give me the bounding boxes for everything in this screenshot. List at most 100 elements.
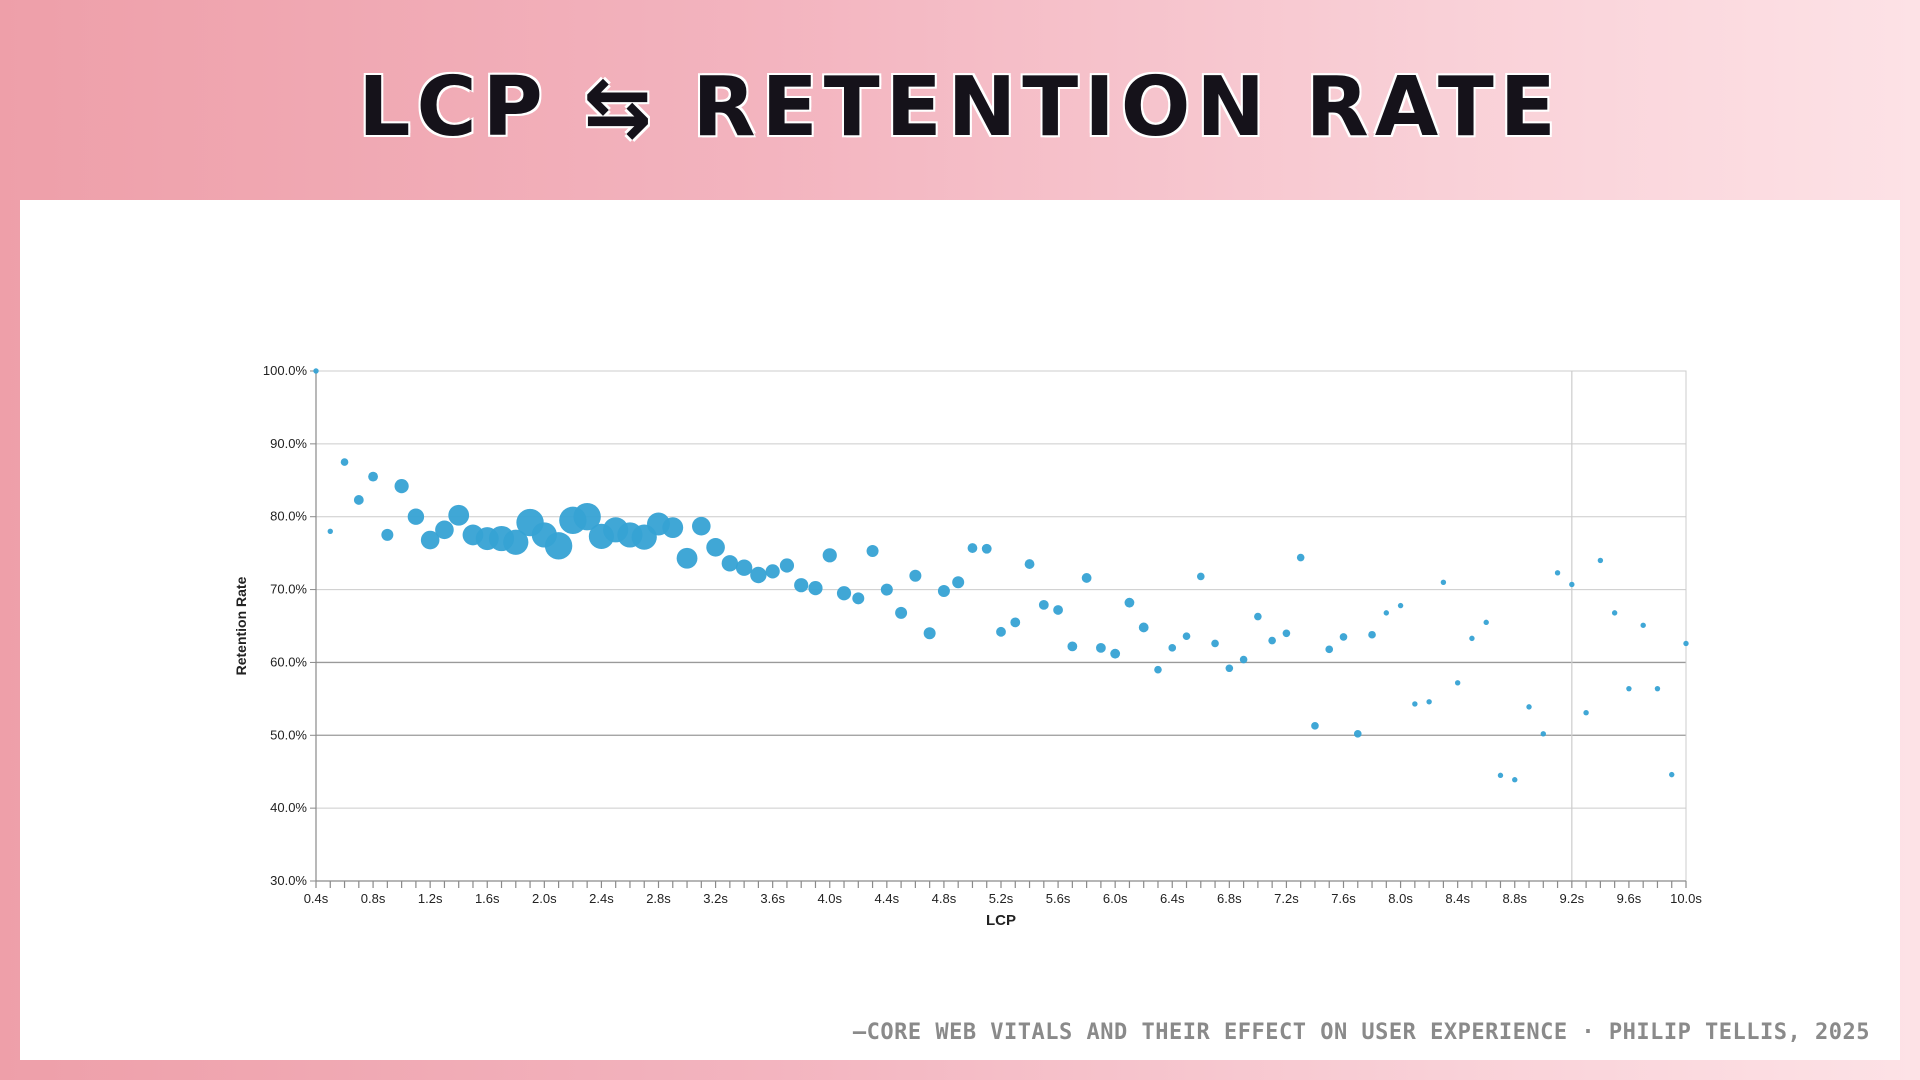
data-point (808, 581, 823, 596)
data-point (1339, 633, 1348, 641)
data-point (448, 504, 470, 526)
data-point (1154, 665, 1162, 674)
data-point (1168, 644, 1177, 652)
y-tick-label: 100.0% (263, 363, 308, 378)
data-point (1311, 722, 1319, 730)
x-tick-label: 4.0s (817, 891, 842, 906)
data-point (1540, 731, 1546, 737)
data-point (1254, 612, 1262, 621)
x-tick-label: 6.4s (1160, 891, 1185, 906)
data-point (937, 585, 950, 598)
data-point (407, 508, 425, 525)
data-point (1211, 639, 1219, 648)
data-point (420, 530, 440, 550)
data-point (368, 471, 378, 482)
y-tick-label: 30.0% (270, 873, 307, 888)
data-point (676, 547, 698, 569)
data-point (503, 529, 529, 555)
data-point (1626, 685, 1632, 692)
data-point (1138, 622, 1149, 633)
data-point (692, 516, 711, 536)
data-point (852, 592, 865, 605)
x-tick-label: 1.6s (475, 891, 500, 906)
y-tick-label: 50.0% (270, 727, 307, 742)
data-point (779, 558, 795, 573)
y-axis-title: Retention Rate (233, 576, 249, 675)
data-point (706, 538, 725, 557)
slide-title: LCP ⇆ RETENTION RATE (358, 60, 1562, 155)
data-point (544, 532, 573, 560)
data-point (967, 543, 978, 553)
x-tick-label: 3.2s (703, 891, 728, 906)
data-point (381, 528, 394, 541)
data-point (1053, 605, 1063, 615)
data-point (1597, 557, 1604, 564)
y-tick-label: 80.0% (270, 509, 307, 524)
data-point (1296, 553, 1305, 562)
data-point (836, 586, 852, 601)
x-tick-label: 6.0s (1103, 891, 1128, 906)
data-point (822, 548, 837, 563)
data-point (1095, 642, 1106, 653)
data-point (1397, 602, 1404, 609)
data-point (1412, 701, 1418, 707)
data-point (340, 458, 349, 466)
data-point (1282, 629, 1291, 638)
x-tick-label: 2.0s (532, 891, 557, 906)
data-point (1669, 771, 1675, 778)
data-point (1554, 570, 1561, 576)
data-point (1024, 559, 1035, 569)
data-point (1383, 610, 1390, 616)
x-tick-label: 8.4s (1445, 891, 1470, 906)
data-point (909, 569, 922, 582)
source-caption: —CORE WEB VITALS AND THEIR EFFECT ON USE… (852, 1020, 1870, 1045)
plot-frame (315, 370, 1687, 882)
data-point (1081, 573, 1092, 583)
scatter-chart: 30.0% 40.0% 50.0% 60.0% 70.0% 80.0% 90.0% 100.0… (233, 363, 1702, 929)
data-point (1440, 579, 1447, 585)
data-point (1611, 610, 1618, 616)
data-point (981, 543, 992, 554)
data-point (765, 564, 780, 579)
x-tick-label: 3.6s (760, 891, 785, 906)
data-point (1569, 581, 1575, 588)
y-tick-label: 60.0% (270, 654, 307, 669)
data-point (1368, 630, 1376, 639)
data-point (735, 559, 753, 576)
data-point (1512, 777, 1518, 783)
x-axis-title: LCP (986, 912, 1016, 929)
data-point (1225, 664, 1234, 673)
x-tick-label: 5.2s (989, 891, 1014, 906)
x-tick-label: 6.8s (1217, 891, 1242, 906)
data-point (1067, 641, 1078, 652)
x-tick-label: 7.2s (1274, 891, 1299, 906)
data-point (1239, 655, 1248, 664)
data-point (1454, 680, 1461, 686)
x-tick-label: 4.8s (932, 891, 957, 906)
x-tick-label: 2.8s (646, 891, 671, 906)
data-point (1526, 704, 1532, 710)
data-point (394, 479, 409, 494)
data-point (1583, 710, 1589, 716)
x-tick-label: 7.6s (1331, 891, 1356, 906)
x-tick-label: 2.4s (589, 891, 614, 906)
data-point (313, 368, 319, 374)
data-point (353, 495, 364, 505)
x-tick-label: 0.8s (361, 891, 386, 906)
data-point (1654, 685, 1661, 692)
x-tick-label: 1.2s (418, 891, 443, 906)
data-point (573, 503, 601, 531)
x-tick-label: 0.4s (304, 891, 329, 906)
x-tick-label: 8.8s (1502, 891, 1527, 906)
data-point (750, 566, 767, 584)
data-point (1469, 635, 1475, 642)
data-point (895, 606, 908, 619)
data-point (1483, 619, 1489, 626)
data-point (1268, 636, 1276, 645)
chart-panel: 30.0% 40.0% 50.0% 60.0% 70.0% 80.0% 90.0% 100.0… (20, 200, 1900, 1060)
x-tick-label: 10.0s (1670, 891, 1702, 906)
data-point (866, 544, 879, 557)
data-point (1196, 572, 1205, 581)
data-point (1182, 632, 1191, 640)
data-point (923, 627, 936, 640)
